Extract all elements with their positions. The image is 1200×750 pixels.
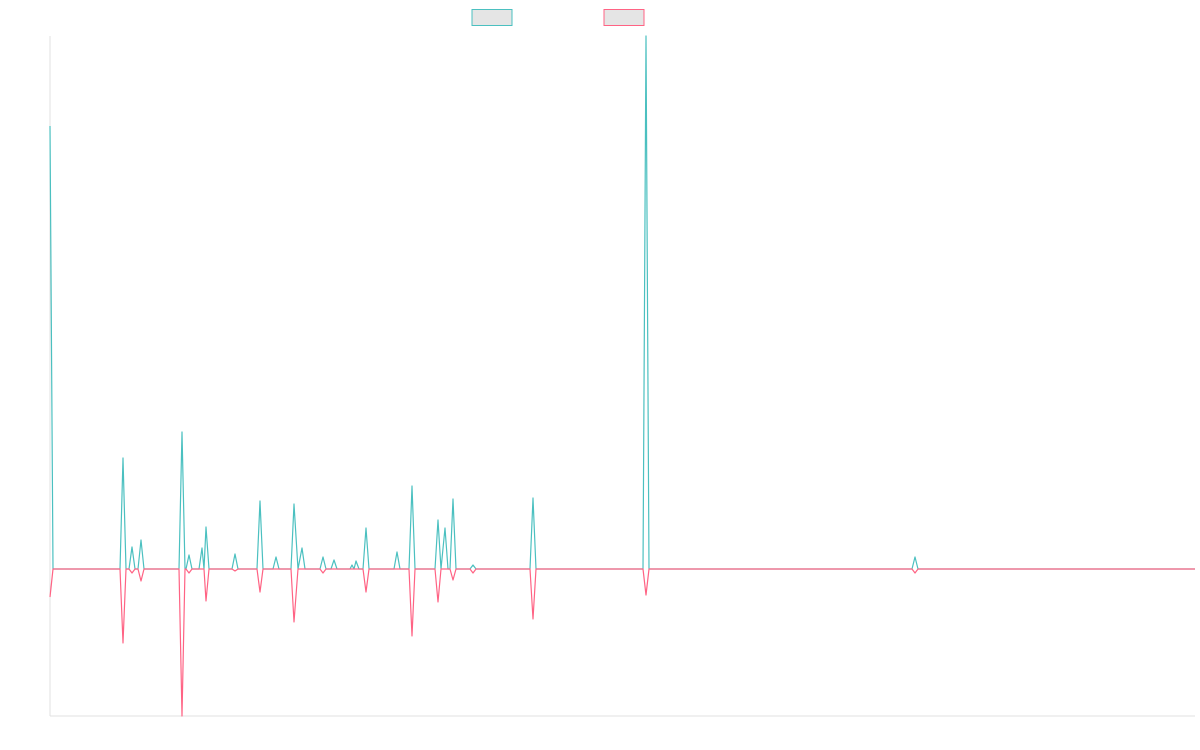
legend-swatch[interactable]: [603, 9, 645, 26]
legend-swatch[interactable]: [471, 9, 513, 26]
series-line: [49, 568, 1195, 717]
series-line: [49, 35, 1195, 570]
